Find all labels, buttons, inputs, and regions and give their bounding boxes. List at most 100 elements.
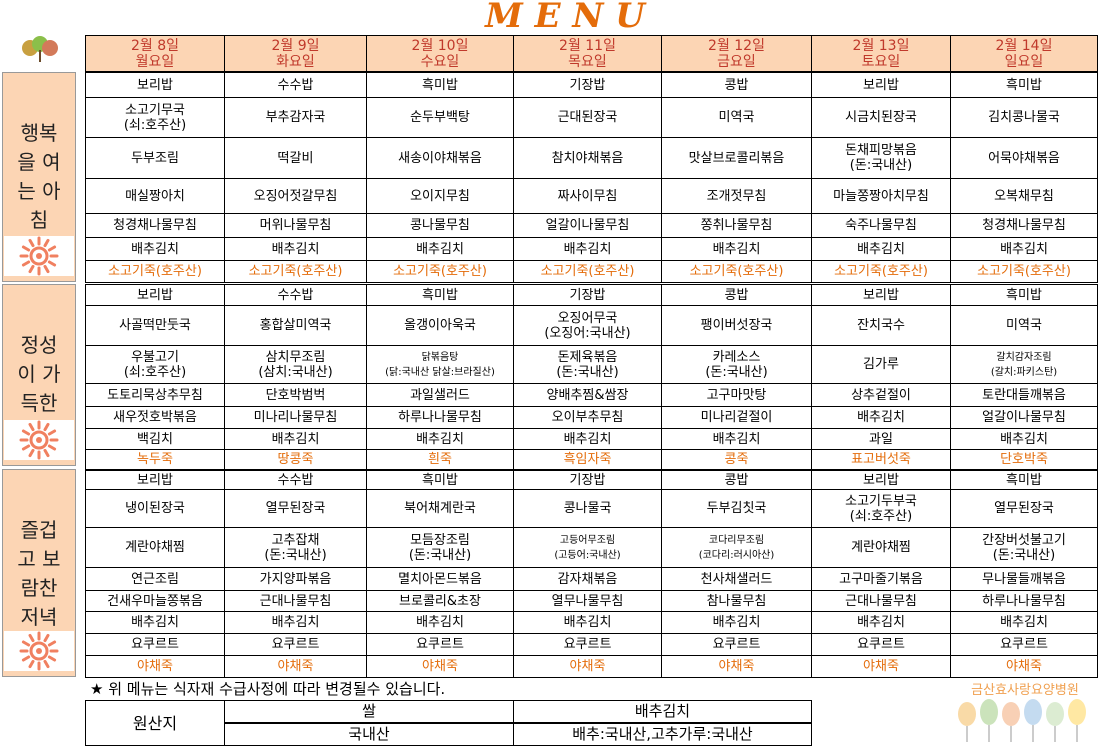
day-weekday: 토요일 [861, 53, 901, 70]
menu-cell: 사골떡만둣국 [85, 305, 225, 346]
menu-cell: 보리밥 [85, 72, 225, 98]
menu-cell: 오복채무침 [950, 178, 1098, 214]
menu-cell: 새송이야채볶음 [366, 137, 514, 179]
menu-cell: 토란대들깨볶음 [950, 383, 1098, 407]
porridge-cell: 소고기죽(호주산) [661, 260, 812, 283]
menu-cell: 콩나물무침 [366, 213, 514, 238]
menu-cell: 콩밥 [661, 72, 812, 98]
menu-cell: 수수밥 [224, 72, 367, 98]
hospital-trees [958, 699, 1086, 742]
menu-cell: 고구마줄기볶음 [811, 567, 951, 591]
origin-label: 원산지 [85, 700, 225, 746]
menu-cell: 맛살브로콜리볶음 [661, 137, 812, 179]
menu-cell: 흑미밥 [950, 470, 1098, 490]
menu-cell: 요쿠르트 [661, 633, 812, 656]
menu-cell: 기장밥 [513, 284, 662, 306]
menu-cell: 흑미밥 [366, 470, 514, 490]
menu-title: M E N U [485, 0, 645, 36]
meal-label-text: 즐겁고 보람찬 저녁 [17, 518, 61, 629]
menu-cell: 잔치국수 [811, 305, 951, 346]
menu-cell: 보리밥 [85, 284, 225, 306]
menu-cell: 오이지무침 [366, 178, 514, 214]
menu-cell: 배추김치 [950, 428, 1098, 450]
menu-cell: 냉이된장국 [85, 489, 225, 528]
menu-cell: 근대나물무침 [811, 590, 951, 612]
menu-cell: 매실짱아치 [85, 178, 225, 214]
day-date: 2월 11일 [559, 37, 616, 54]
notice: ★ 위 메뉴는 식자재 수급사정에 따라 변경될수 있습니다. [90, 680, 446, 698]
menu-cell: 참치야채볶음 [513, 137, 662, 179]
menu-cell: 고구마맛탕 [661, 383, 812, 407]
menu-cell: 시금치된장국 [811, 97, 951, 138]
day-date: 2월 14일 [995, 37, 1053, 54]
menu-cell: 과일 [811, 428, 951, 450]
menu-cell: 과일샐러드 [366, 383, 514, 407]
menu-cell: 배추김치 [811, 237, 951, 261]
menu-cell: 배추김치 [224, 611, 367, 634]
porridge-cell: 흰죽 [366, 449, 514, 470]
menu-cell: 떡갈비 [224, 137, 367, 179]
menu-cell: 기장밥 [513, 470, 662, 490]
menu-cell: 배추김치 [366, 428, 514, 450]
menu-cell: 올갱이아욱국 [366, 305, 514, 346]
menu-cell: 북어채계란국 [366, 489, 514, 528]
menu-cell: 양배추찜&쌈장 [513, 383, 662, 407]
menu-cell: 쫑취나물무침 [661, 213, 812, 238]
menu-cell: 상추겉절이 [811, 383, 951, 407]
menu-cell: 김가루 [811, 345, 951, 384]
origin-item-origin: 배추:국내산,고추가루:국내산 [513, 723, 812, 746]
day-weekday: 월요일 [135, 53, 175, 70]
menu-cell: 보리밥 [811, 284, 951, 306]
origin-item-origin: 국내산 [224, 723, 514, 746]
day-weekday: 화요일 [276, 53, 315, 70]
menu-cell: 김치콩나물국 [950, 97, 1098, 138]
menu-cell: 소고기무국 (쇠:호주산) [85, 97, 225, 138]
menu-cell: 배추김치 [366, 237, 514, 261]
menu-cell: 배추김치 [513, 428, 662, 450]
day-header: 2월 8일 월요일 [85, 35, 225, 72]
menu-cell: 배추김치 [224, 237, 367, 261]
porridge-cell: 소고기죽(호주산) [85, 260, 225, 283]
menu-cell: 계란야채찜 [85, 527, 225, 568]
day-header: 2월 13일 토요일 [811, 35, 951, 72]
menu-cell: 흑미밥 [950, 284, 1098, 306]
menu-cell: 배추김치 [661, 428, 812, 450]
menu-cell: 콩나물국 [513, 489, 662, 528]
menu-cell: 근대된장국 [513, 97, 662, 138]
menu-cell: 조개젓무침 [661, 178, 812, 214]
menu-cell: 순두부백탕 [366, 97, 514, 138]
porridge-cell: 콩죽 [661, 449, 812, 470]
menu-cell: 갈치감자조림 (갈치:파키스탄) [950, 345, 1098, 384]
sun-icon [4, 236, 74, 276]
menu-cell: 두부조림 [85, 137, 225, 179]
menu-cell: 미역국 [661, 97, 812, 138]
menu-cell: 멸치아몬드볶음 [366, 567, 514, 591]
day-header: 2월 14일 일요일 [950, 35, 1098, 72]
menu-cell: 오이부추무침 [513, 406, 662, 429]
porridge-cell: 소고기죽(호주산) [366, 260, 514, 283]
porridge-cell: 땅콩죽 [224, 449, 367, 470]
day-date: 2월 9일 [271, 37, 320, 54]
menu-cell: 코다리무조림 (코다리:러시아산) [661, 527, 812, 568]
menu-cell: 기장밥 [513, 72, 662, 98]
menu-cell: 머위나물무침 [224, 213, 367, 238]
menu-cell: 하루나나물무침 [366, 406, 514, 429]
menu-cell: 감자채볶음 [513, 567, 662, 591]
porridge-cell: 야채죽 [224, 655, 367, 678]
menu-cell: 카레소스 (돈:국내산) [661, 345, 812, 384]
menu-cell: 배추김치 [513, 237, 662, 261]
menu-cell: 하루나나물무침 [950, 590, 1098, 612]
hospital-name: 금산효사랑요양병원 [971, 683, 1079, 698]
menu-cell: 어묵야채볶음 [950, 137, 1098, 179]
porridge-cell: 소고기죽(호주산) [224, 260, 367, 283]
menu-cell: 무나물들깨볶음 [950, 567, 1098, 591]
porridge-cell: 흑임자죽 [513, 449, 662, 470]
day-weekday: 목요일 [568, 53, 607, 70]
menu-cell: 천사채샐러드 [661, 567, 812, 591]
menu-cell: 콩밥 [661, 470, 812, 490]
day-date: 2월 12일 [708, 37, 765, 54]
menu-cell: 콩밥 [661, 284, 812, 306]
porridge-cell: 단호박죽 [950, 449, 1098, 470]
menu-cell: 배추김치 [811, 611, 951, 634]
menu-cell: 브로콜리&초장 [366, 590, 514, 612]
